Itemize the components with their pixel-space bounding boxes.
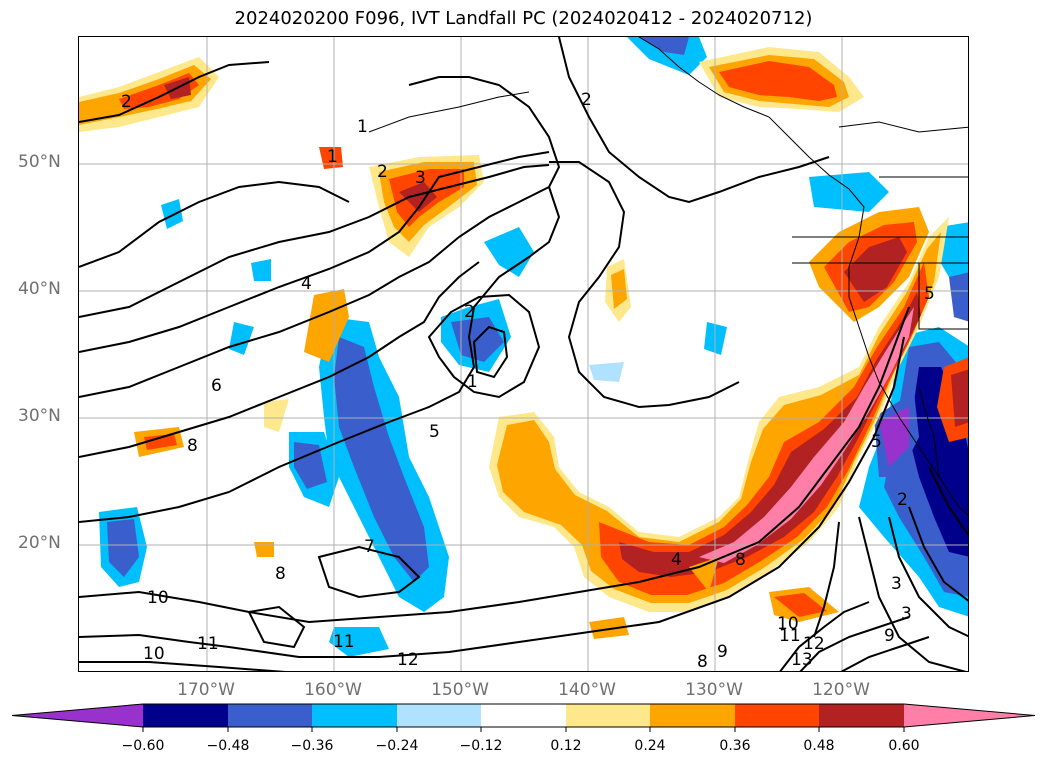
map-title: 2024020200 F096, IVT Landfall PC (202402… (234, 8, 813, 29)
colorbar-tick-label: −0.60 (121, 738, 165, 754)
contour-label: 4 (301, 274, 312, 294)
contour-label: 2 (897, 490, 908, 510)
contour-label: 12 (803, 634, 825, 654)
colorbar-cell (650, 704, 735, 727)
contour-label: 8 (187, 436, 198, 456)
colorbar-cell (481, 704, 566, 727)
map-canvas: 2 1 1 2 3 2 4 6 8 2 1 5 5 8 7 10 10 11 1… (79, 37, 968, 672)
contour-labels: 2 1 1 2 3 2 4 6 8 2 1 5 5 8 7 10 10 11 1… (121, 90, 935, 672)
contour-label: 1 (467, 372, 478, 392)
colorbar-extend-high (904, 704, 1035, 727)
colorbar-cell (143, 704, 228, 727)
colorbar-tick-label: −0.24 (375, 738, 419, 754)
contour-label: 12 (397, 650, 419, 670)
contour-label: 1 (357, 117, 368, 137)
contour-label: 5 (871, 432, 882, 452)
contour-label: 3 (901, 604, 912, 624)
colorbar-tick-label: 0.12 (550, 738, 582, 754)
colorbar-extend-low (12, 704, 143, 727)
contour-label: 5 (429, 422, 440, 442)
ivt-contours (79, 37, 968, 671)
lat-label: 20°N (18, 533, 61, 553)
lon-label: 120°W (812, 680, 870, 700)
lat-lon-grid (79, 37, 968, 671)
contour-label: 2 (581, 90, 592, 110)
colorbar-tick-label: 0.60 (888, 738, 920, 754)
contour-label: 5 (924, 284, 935, 304)
colorbar-tick-label: 0.36 (719, 738, 751, 754)
lat-label: 30°N (18, 406, 61, 426)
colorbar-cell (566, 704, 650, 727)
lon-label: 150°W (431, 680, 489, 700)
colorbar-cell (735, 704, 819, 727)
colorbar-cells (11, 703, 1036, 732)
contour-label: 11 (333, 632, 355, 652)
lat-label: 40°N (18, 279, 61, 299)
contour-label: 8 (735, 550, 746, 570)
contour-label: 8 (697, 652, 708, 672)
contour-label: 6 (211, 376, 222, 396)
lon-label: 170°W (177, 680, 235, 700)
contour-label: 10 (147, 588, 169, 608)
lat-label: 50°N (18, 152, 61, 172)
contour-label: 9 (717, 642, 728, 662)
contour-label: 10 (143, 644, 165, 664)
contour-label: 11 (779, 626, 801, 646)
colorbar-cell (312, 704, 397, 727)
colorbar (11, 703, 1036, 732)
lon-label: 140°W (558, 680, 616, 700)
contour-label: 3 (415, 168, 426, 188)
contour-label: 11 (197, 634, 219, 654)
contour-label: 2 (121, 92, 132, 112)
colorbar-tick-label: 0.48 (803, 738, 835, 754)
contour-label: 1 (327, 147, 338, 167)
contour-label: 3 (891, 574, 902, 594)
contour-label: 7 (364, 537, 375, 557)
lon-label: 130°W (685, 680, 743, 700)
colorbar-cell (819, 704, 904, 727)
colorbar-cell (228, 704, 312, 727)
coastlines (368, 37, 968, 516)
contour-label: 13 (791, 650, 813, 670)
colorbar-tick-label: −0.48 (206, 738, 250, 754)
contour-label: 9 (884, 626, 895, 646)
colorbar-tick-label: −0.12 (459, 738, 503, 754)
colorbar-tick-label: 0.24 (634, 738, 666, 754)
colorbar-tick-label: −0.36 (290, 738, 334, 754)
colorbar-cell (397, 704, 481, 727)
contour-label: 10 (777, 614, 799, 634)
contour-label: 2 (377, 162, 388, 182)
contour-label: 8 (275, 564, 286, 584)
map-panel: 2 1 1 2 3 2 4 6 8 2 1 5 5 8 7 10 10 11 1… (78, 36, 969, 672)
contour-label: 2 (464, 302, 475, 322)
contour-label: 4 (671, 550, 682, 570)
lon-label: 160°W (304, 680, 362, 700)
